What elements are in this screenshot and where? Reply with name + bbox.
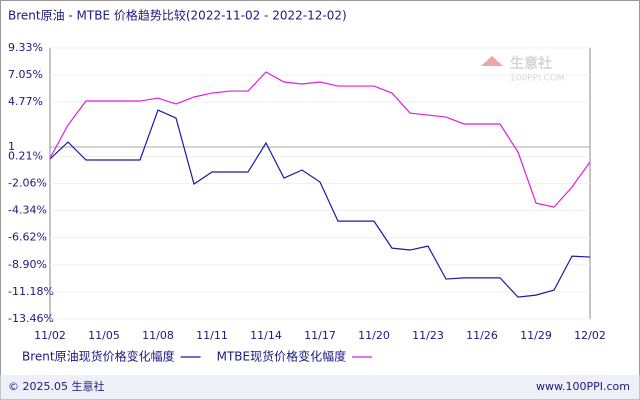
footer-left: © 2025.05 生意社 <box>8 379 104 393</box>
series-line <box>49 71 591 208</box>
x-tick-label: 11/02 <box>34 329 66 342</box>
footer-right: www.100PPI.com <box>536 380 630 393</box>
y-tick-label: 1 <box>8 140 15 153</box>
watermark-logo <box>481 56 503 66</box>
x-tick-label: 11/29 <box>520 329 552 342</box>
x-tick-label: 12/02 <box>574 329 606 342</box>
watermark-site: 100PPI.COM <box>510 74 565 84</box>
x-tick-label: 11/05 <box>88 329 120 342</box>
y-tick-label: 9.33% <box>8 41 43 54</box>
series-line <box>49 109 591 298</box>
x-tick-label: 11/14 <box>250 329 282 342</box>
x-tick-label: 11/23 <box>412 329 444 342</box>
y-tick-label: -6.62% <box>8 231 47 244</box>
x-tick-label: 11/17 <box>304 329 336 342</box>
legend-label: MTBE现货价格变化幅度 <box>217 349 347 364</box>
x-tick-label: 11/26 <box>466 329 498 342</box>
watermark-name: 生意社 <box>510 55 552 72</box>
y-tick-label: 7.05% <box>8 68 43 81</box>
y-tick-label: -13.46% <box>8 312 54 325</box>
watermark: 生意社 100PPI.COM <box>481 55 565 84</box>
chart-title: Brent原油 - MTBE 价格趋势比较(2022-11-02 - 2022-… <box>8 8 347 23</box>
x-tick-label: 11/20 <box>358 329 390 342</box>
y-tick-label: -8.90% <box>8 258 47 271</box>
y-tick-label: 0.21% <box>8 149 43 162</box>
y-tick-label: -11.18% <box>8 285 54 298</box>
y-tick-label: -4.34% <box>8 204 47 217</box>
y-tick-label: 4.77% <box>8 95 43 108</box>
x-tick-label: 11/08 <box>142 329 174 342</box>
legend-label: Brent原油现货价格变化幅度 <box>22 349 175 364</box>
footer-bar <box>0 375 640 400</box>
y-tick-label: -2.06% <box>8 176 47 189</box>
x-tick-label: 11/11 <box>196 329 228 342</box>
